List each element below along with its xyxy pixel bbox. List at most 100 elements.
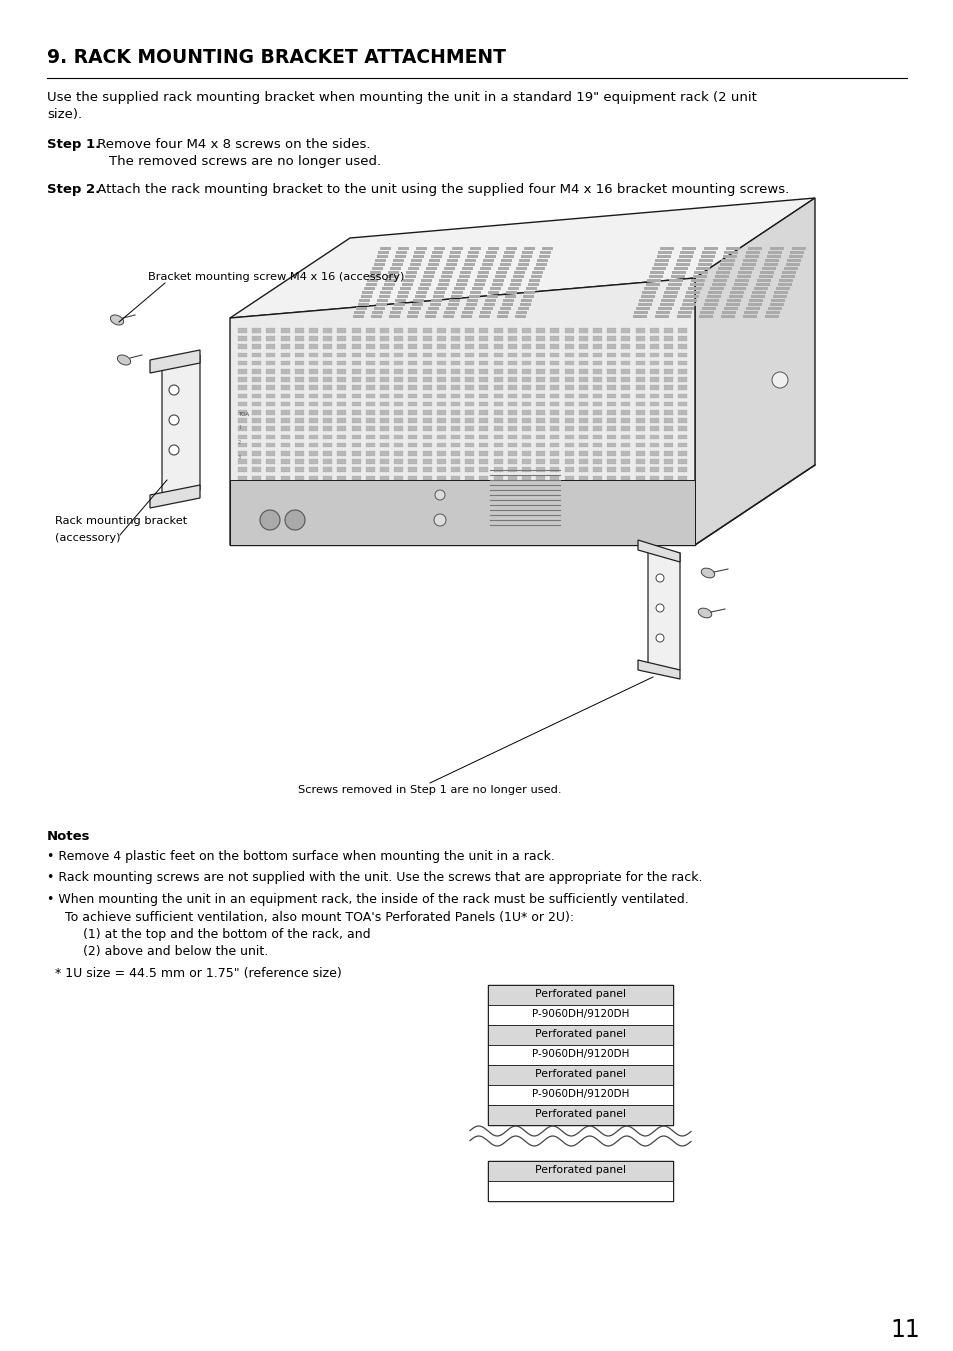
Bar bbox=[408, 353, 417, 357]
Polygon shape bbox=[663, 290, 678, 295]
Circle shape bbox=[656, 634, 663, 642]
Bar bbox=[379, 484, 389, 488]
Polygon shape bbox=[449, 299, 459, 303]
Bar bbox=[266, 353, 275, 357]
Polygon shape bbox=[640, 295, 654, 299]
Bar bbox=[536, 459, 544, 463]
Bar bbox=[678, 524, 686, 530]
Bar bbox=[493, 435, 502, 439]
Bar bbox=[564, 419, 573, 423]
Bar bbox=[266, 524, 275, 530]
Polygon shape bbox=[434, 247, 444, 250]
Bar bbox=[323, 353, 332, 357]
Bar bbox=[606, 328, 616, 332]
Bar bbox=[323, 328, 332, 332]
Polygon shape bbox=[456, 280, 468, 282]
Bar bbox=[365, 492, 375, 497]
Bar bbox=[564, 353, 573, 357]
Polygon shape bbox=[415, 295, 425, 299]
Bar bbox=[422, 336, 431, 340]
Bar bbox=[620, 443, 630, 447]
Polygon shape bbox=[709, 286, 723, 290]
Bar bbox=[422, 385, 431, 390]
Polygon shape bbox=[392, 307, 402, 309]
Bar bbox=[663, 427, 672, 431]
Bar bbox=[365, 419, 375, 423]
Bar bbox=[408, 443, 417, 447]
Bar bbox=[635, 401, 644, 407]
Bar bbox=[451, 393, 459, 399]
Bar bbox=[436, 377, 445, 382]
Bar bbox=[365, 467, 375, 471]
Polygon shape bbox=[675, 263, 689, 266]
Polygon shape bbox=[687, 286, 701, 290]
Bar bbox=[635, 467, 644, 471]
Polygon shape bbox=[653, 263, 667, 266]
Bar bbox=[663, 328, 672, 332]
Bar bbox=[593, 369, 601, 373]
Bar bbox=[536, 328, 544, 332]
Bar bbox=[606, 435, 616, 439]
Bar bbox=[521, 419, 531, 423]
Bar bbox=[620, 516, 630, 521]
Circle shape bbox=[169, 385, 179, 394]
Polygon shape bbox=[750, 295, 764, 299]
Polygon shape bbox=[162, 355, 200, 500]
Bar bbox=[564, 377, 573, 382]
Polygon shape bbox=[386, 276, 397, 278]
Bar bbox=[323, 508, 332, 513]
Polygon shape bbox=[532, 272, 543, 274]
Bar bbox=[479, 427, 488, 431]
Bar bbox=[352, 467, 360, 471]
Polygon shape bbox=[396, 251, 407, 254]
Bar bbox=[663, 516, 672, 521]
Polygon shape bbox=[475, 280, 486, 282]
Polygon shape bbox=[150, 485, 200, 508]
Bar bbox=[493, 328, 502, 332]
Bar bbox=[294, 369, 303, 373]
Bar bbox=[352, 385, 360, 390]
Bar bbox=[564, 369, 573, 373]
Polygon shape bbox=[491, 282, 502, 286]
Bar bbox=[294, 401, 303, 407]
Text: Attach the rack mounting bracket to the unit using the supplied four M4 x 16 bra: Attach the rack mounting bracket to the … bbox=[92, 182, 788, 196]
Bar bbox=[394, 443, 403, 447]
Bar bbox=[550, 492, 558, 497]
Bar bbox=[309, 393, 317, 399]
Bar bbox=[379, 369, 389, 373]
Bar bbox=[252, 534, 261, 538]
Bar bbox=[266, 361, 275, 365]
Bar bbox=[451, 484, 459, 488]
Bar bbox=[578, 516, 587, 521]
Bar bbox=[323, 476, 332, 480]
Text: Step 1.: Step 1. bbox=[47, 138, 100, 151]
Bar bbox=[323, 516, 332, 521]
Bar bbox=[309, 443, 317, 447]
Polygon shape bbox=[728, 295, 742, 299]
Text: P-9060DH/9120DH: P-9060DH/9120DH bbox=[531, 1089, 629, 1098]
Bar bbox=[536, 500, 544, 505]
Polygon shape bbox=[665, 286, 679, 290]
Bar bbox=[266, 393, 275, 399]
Polygon shape bbox=[378, 251, 389, 254]
Bar bbox=[649, 492, 659, 497]
Polygon shape bbox=[660, 299, 675, 303]
Bar bbox=[408, 500, 417, 505]
Bar bbox=[252, 353, 261, 357]
Polygon shape bbox=[433, 295, 443, 299]
Polygon shape bbox=[650, 272, 663, 274]
Bar bbox=[606, 459, 616, 463]
Bar bbox=[649, 377, 659, 382]
Polygon shape bbox=[470, 247, 480, 250]
Bar bbox=[352, 393, 360, 399]
Text: Perforated panel: Perforated panel bbox=[535, 1029, 625, 1039]
Bar bbox=[678, 345, 686, 349]
Polygon shape bbox=[390, 267, 400, 270]
Bar bbox=[337, 435, 346, 439]
Bar bbox=[465, 393, 474, 399]
Ellipse shape bbox=[117, 355, 131, 365]
Bar bbox=[606, 534, 616, 538]
Polygon shape bbox=[520, 299, 532, 303]
Polygon shape bbox=[788, 255, 802, 258]
Bar bbox=[237, 451, 247, 455]
